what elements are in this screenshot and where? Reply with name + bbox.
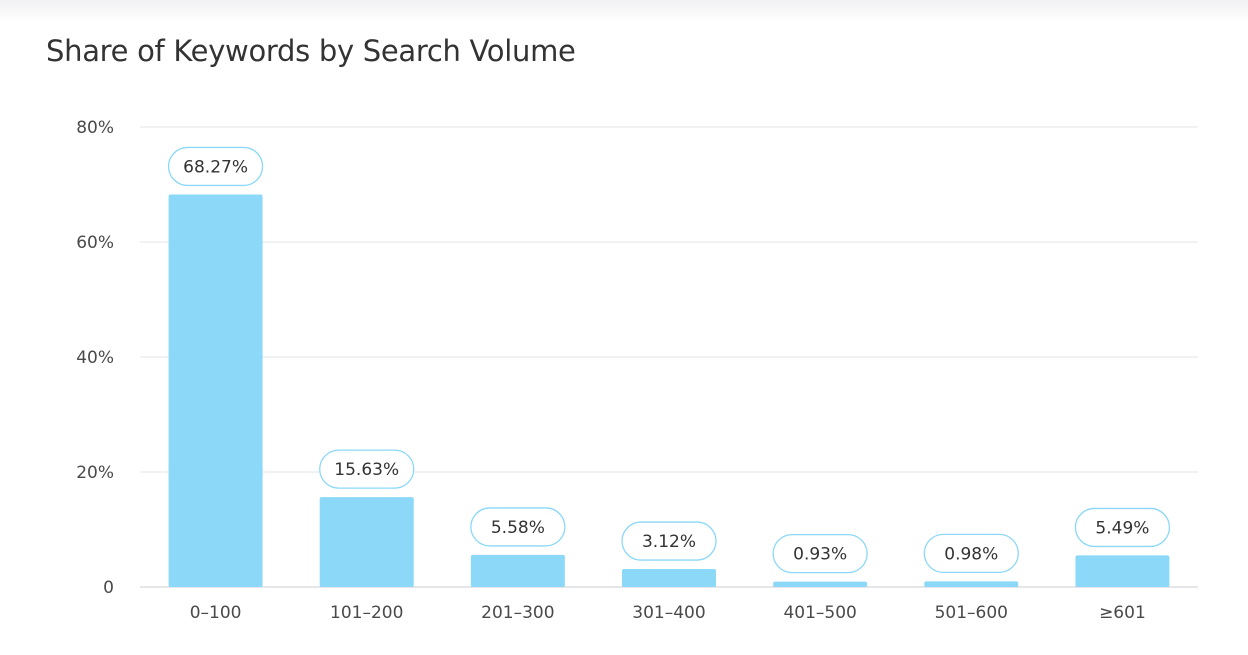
x-tick-label: ≥601 bbox=[1099, 603, 1146, 623]
x-tick-label: 0–100 bbox=[190, 603, 242, 623]
x-tick-label: 501–600 bbox=[935, 603, 1008, 623]
y-tick-label: 20% bbox=[76, 463, 114, 483]
data-labels: 68.27% 15.63% 5.58% 3.12% 0.93% 0.98% 5.49% bbox=[167, 146, 1171, 574]
bar bbox=[168, 194, 263, 587]
top-strip bbox=[0, 0, 1248, 22]
x-tick-label: 401–500 bbox=[783, 603, 856, 623]
data-label-pill bbox=[923, 533, 1019, 574]
data-label-pill bbox=[1074, 507, 1171, 548]
data-label-text: 5.49% bbox=[1095, 518, 1149, 538]
data-label-pill bbox=[167, 146, 264, 187]
bar bbox=[773, 581, 868, 587]
data-label: 68.27% bbox=[167, 146, 264, 187]
y-tick-label: 40% bbox=[76, 348, 114, 368]
data-label-pill bbox=[621, 521, 717, 561]
data-label: 0.98% bbox=[923, 533, 1019, 574]
data-label-pill bbox=[319, 449, 415, 489]
data-label: 5.58% bbox=[470, 507, 566, 547]
chart-title: Share of Keywords by Search Volume bbox=[46, 34, 576, 68]
data-label-text: 3.12% bbox=[642, 532, 696, 552]
y-tick-label: 0 bbox=[103, 578, 114, 598]
x-axis-ticks: 0–100 101–200 201–300 301–400 401–500 501–600… bbox=[190, 603, 1146, 623]
gridlines bbox=[140, 126, 1198, 588]
y-tick-label: 60% bbox=[76, 233, 114, 253]
data-label-text: 15.63% bbox=[334, 460, 399, 480]
x-tick-label: 301–400 bbox=[632, 603, 705, 623]
data-label-text: 5.58% bbox=[491, 518, 545, 538]
bar bbox=[924, 581, 1019, 587]
y-tick-label: 80% bbox=[76, 118, 114, 138]
bar bbox=[470, 554, 565, 587]
data-label-pill bbox=[470, 507, 566, 547]
data-label-text: 0.98% bbox=[944, 544, 998, 564]
y-axis-ticks: 0 20% 40% 60% 80% bbox=[76, 118, 114, 598]
data-label: 5.49% bbox=[1074, 507, 1171, 548]
bars bbox=[168, 194, 1170, 587]
x-tick-label: 201–300 bbox=[481, 603, 554, 623]
bar bbox=[1075, 555, 1170, 587]
bar bbox=[622, 569, 716, 587]
data-label-pill bbox=[772, 534, 868, 574]
data-label: 0.93% bbox=[772, 534, 868, 574]
data-label: 15.63% bbox=[319, 449, 415, 489]
data-label-text: 0.93% bbox=[793, 545, 847, 565]
x-tick-label: 101–200 bbox=[330, 603, 403, 623]
data-label-text: 68.27% bbox=[183, 157, 248, 177]
bar bbox=[319, 497, 414, 587]
data-label: 3.12% bbox=[621, 521, 717, 561]
